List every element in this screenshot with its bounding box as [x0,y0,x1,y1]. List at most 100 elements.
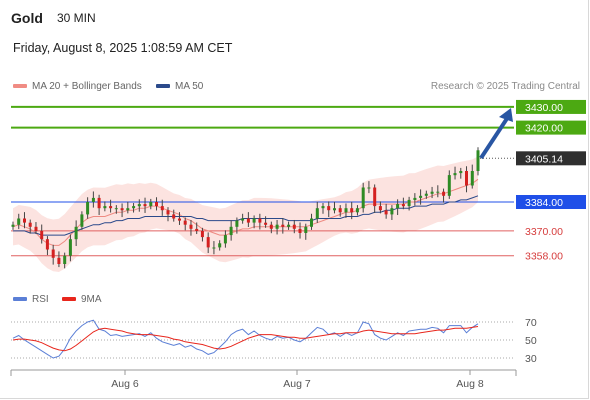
candle-body [17,218,21,225]
price-tag-resistance [516,120,586,135]
candle-body [23,218,26,223]
candle-body [384,210,388,215]
legend-ma50: MA 50 [156,81,203,92]
candle-body [315,208,319,219]
candle-body [120,208,124,211]
candle-body [269,224,273,229]
candle-body [80,214,84,227]
candle-body [310,218,313,227]
legend-rsi: RSI [13,294,49,305]
candle-body [401,204,405,207]
candle-body [160,206,164,211]
candle-body [178,218,181,221]
rsi-tick-label: 50 [525,335,537,347]
bollinger-band [13,156,478,272]
candle-body [68,239,72,256]
candle-body [40,230,44,240]
candle-body [57,257,61,264]
candle-body [333,208,336,211]
candle-body [241,218,245,221]
candle-body [189,224,193,229]
candle-body [424,193,428,196]
candle-body [149,202,153,207]
ma20-line [12,178,479,246]
candle-body [143,204,147,207]
candle-body [367,187,371,189]
legend-bollinger-label: MA 20 + Bollinger Bands [32,81,142,92]
candle-body [292,224,296,229]
candle-body [132,206,136,209]
candle-body [413,197,417,200]
candle-body [281,224,285,227]
candle-body [419,195,423,198]
rsi-tick-label: 30 [525,353,537,365]
candle-body [126,208,130,211]
candle-body [218,243,222,248]
candle-body [63,255,67,264]
candle-body [327,206,331,211]
candle-body [91,197,95,202]
candle-body [407,199,411,207]
instrument-title: Gold [11,10,43,26]
price-tag-label: 3420.00 [525,123,563,135]
candle-body [442,191,446,196]
x-tick-label: Aug 7 [283,378,311,390]
candle-body [97,197,101,209]
candle-body [74,226,78,240]
candle-body [459,171,463,174]
forecast-arrow-shaft [479,115,510,160]
x-tick-label: Aug 8 [456,378,484,390]
candle-body [206,237,210,248]
rsi-tick-label: 70 [525,317,537,329]
candle-body [223,235,227,244]
candle-body [304,226,308,233]
x-tick-label: Aug 6 [111,378,139,390]
candle-body [103,206,107,209]
legend-rsi-ma: 9MA [62,294,102,305]
candle-body [137,204,141,207]
interval-label: 30 MIN [57,11,96,25]
candle-body [11,224,15,227]
legend-rsi-label: RSI [32,294,49,305]
price-label-support: 3358.00 [525,251,563,263]
candle-body [396,204,400,209]
price-tag-resistance [516,99,586,114]
candle-body [264,222,268,225]
candle-body [476,150,480,171]
candle-body [275,224,279,229]
price-tag-label: 3384.00 [525,197,563,209]
candle-body [45,239,49,250]
candle-body [258,218,262,223]
candle-body [321,206,325,209]
legend-bollinger: MA 20 + Bollinger Bands [13,81,142,92]
candle-body [235,220,239,227]
candle-body [470,171,474,186]
candle-body [390,208,394,215]
credit-label: Research © 2025 Trading Central [430,81,580,92]
candle-body [28,222,32,227]
candle-body [252,218,256,223]
candle-body [114,208,118,210]
legend-ma50-label: MA 50 [175,81,204,92]
price-label-support: 3370.00 [525,226,563,238]
candle-body [361,187,365,209]
candles [11,147,480,269]
candle-body [246,218,250,223]
bollinger-swatch [13,84,27,89]
candle-body [465,171,468,186]
candle-body [436,191,440,193]
candle-body [195,228,199,231]
candle-body [172,214,176,219]
rsi-ma-line [12,326,479,352]
candle-body [447,175,451,196]
candle-body [86,202,90,215]
price-tag-label: 3405.14 [525,153,563,165]
candle-body [183,220,187,225]
price-tag-last [516,151,586,166]
candle-body [229,226,233,236]
ma50-line [13,195,479,236]
candle-body [453,173,457,176]
candle-body [355,208,359,213]
